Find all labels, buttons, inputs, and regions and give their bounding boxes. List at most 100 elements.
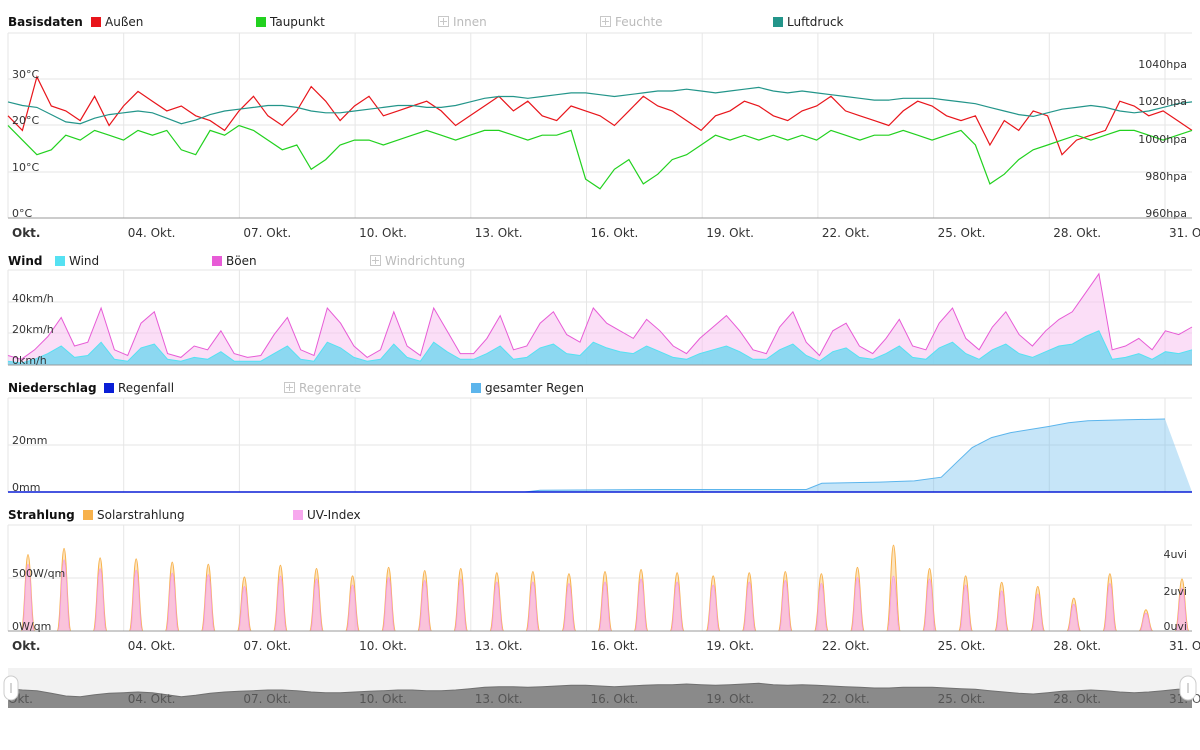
series-area-gesamter-regen [8,419,1192,492]
legend-item-regenfall[interactable]: Regenfall [104,381,174,395]
y-tick-label: 30°C [12,68,39,81]
uv-peak [634,578,648,632]
legend-label: Taupunkt [270,15,325,29]
x-tick-label: 28. Okt. [1053,226,1101,240]
legend-label: Außen [105,15,144,29]
y-tick-label: 0uvi [1163,620,1187,633]
legend-label: UV-Index [307,508,361,522]
legend-label: Innen [453,15,487,29]
legend-item-solarstrahlung[interactable]: Solarstrahlung [83,508,185,522]
legend-item-feuchte[interactable]: Feuchte [600,15,663,29]
uv-peak [1175,587,1189,632]
swatch-icon [256,17,266,27]
uv-peak [887,575,900,632]
series-line-luftdruck [7,86,1193,125]
y-tick-label: 0mm [12,481,40,494]
basis-y-labels-left: 0°C 10°C 20°C 30°C [12,68,39,220]
x-tick-label: Okt. [12,226,40,240]
disabled-toggle-icon [370,255,381,266]
uv-peak [814,583,828,632]
uv-peak [129,569,143,632]
solar-series [20,544,1190,632]
legend-label: gesamter Regen [485,381,584,395]
legend-item-boeen[interactable]: Böen [212,254,257,268]
x-tick-label: 13. Okt. [475,226,523,240]
x-tick-label: 13. Okt. [475,639,523,653]
swatch-icon [773,17,783,27]
range-navigator[interactable]: Okt. 04. Okt. 07. Okt. 10. Okt. 13. Okt. 16. … [3,668,1200,708]
legend-label: Wind [69,254,100,268]
x-tick-label: Okt. [12,639,40,653]
x-tick-label: 25. Okt. [938,226,986,240]
x-tick-label: 10. Okt. [359,226,407,240]
series-line-taupunkt [7,124,1193,190]
x-tick-label: 07. Okt. [243,639,291,653]
uv-peak [1139,612,1153,632]
disabled-toggle-icon [438,16,449,27]
navigator-handle-left[interactable] [3,675,19,701]
basis-grid [7,32,1192,219]
uv-peak [923,578,936,632]
legend-label: Regenrate [299,381,362,395]
rain-legend-title: Niederschlag [8,381,97,395]
x-tick-label: 25. Okt. [938,639,986,653]
x-tick-label: 31. Okt. [1169,639,1200,653]
basis-panel: 0°C 10°C 20°C 30°C 960hpa 980hpa 1000hpa… [7,32,1200,240]
solar-legend: Strahlung Solarstrahlung UV-Index [8,508,1192,526]
legend-item-regenrate[interactable]: Regenrate [284,381,361,395]
x-tick-label: 04. Okt. [128,639,176,653]
y-tick-label: 40km/h [12,292,54,305]
rain-series [8,418,1192,493]
solar-panel: 500W/qm 0W/qm 4uvi 2uvi 0uvi Okt. 04. Okt… [7,524,1200,653]
navigator-x-label: 16. Okt. [591,692,639,706]
navigator-x-label: 19. Okt. [706,692,754,706]
series-area-böen [8,273,1192,365]
uv-peak [598,581,612,632]
legend-item-windrichtung[interactable]: Windrichtung [370,254,465,268]
uv-peak [57,559,71,632]
series-line-wind [7,330,1193,364]
navigator-line [7,682,1193,698]
x-tick-label: 22. Okt. [822,226,870,240]
y-tick-label: 1000hpa [1138,133,1187,146]
swatch-icon [91,17,101,27]
disabled-toggle-icon [284,382,295,393]
uv-peak [1067,603,1081,632]
x-tick-label: 28. Okt. [1053,639,1101,653]
navigator-handle-right[interactable] [1179,675,1197,701]
y-tick-label: 0W/qm [12,620,51,633]
wind-legend: Wind Wind Böen Windrichtung [8,254,1192,272]
navigator-x-label: 04. Okt. [128,692,176,706]
navigator-x-label: 22. Okt. [822,692,870,706]
y-tick-label: 10°C [12,161,39,174]
legend-item-wind[interactable]: Wind [55,254,99,268]
uv-peak [310,578,323,632]
legend-item-aussen[interactable]: Außen [91,15,143,29]
legend-item-innen[interactable]: Innen [438,15,487,29]
wind-series [7,272,1193,365]
wind-panel: 40km/h 20km/h 0km/h [7,269,1193,367]
uv-peak [851,577,864,632]
legend-item-taupunkt[interactable]: Taupunkt [256,15,325,29]
y-tick-label: 0°C [12,207,32,220]
navigator-x-label: 10. Okt. [359,692,407,706]
navigator-x-label: 13. Okt. [475,692,523,706]
x-tick-label: 19. Okt. [706,639,754,653]
uv-peak [93,568,107,632]
basis-y-labels-right: 960hpa 980hpa 1000hpa 1020hpa 1040hpa [1138,58,1187,220]
swatch-icon [83,510,93,520]
series-line-böen [7,272,1193,360]
uv-peak [959,584,973,632]
y-tick-label: 2uvi [1163,585,1187,598]
legend-item-gesamter-regen[interactable]: gesamter Regen [471,381,584,395]
legend-item-uv-index[interactable]: UV-Index [293,508,361,522]
navigator-area [8,683,1192,708]
basis-legend-title: Basisdaten [8,15,83,29]
solar-grid [7,524,1192,631]
legend-item-luftdruck[interactable]: Luftdruck [773,15,844,29]
uv-peak [742,581,756,632]
uv-peak [454,578,468,632]
series-line-gesamter-regen [8,418,1166,493]
x-tick-label: 31. Okt. [1169,226,1200,240]
uv-peak [382,577,396,632]
